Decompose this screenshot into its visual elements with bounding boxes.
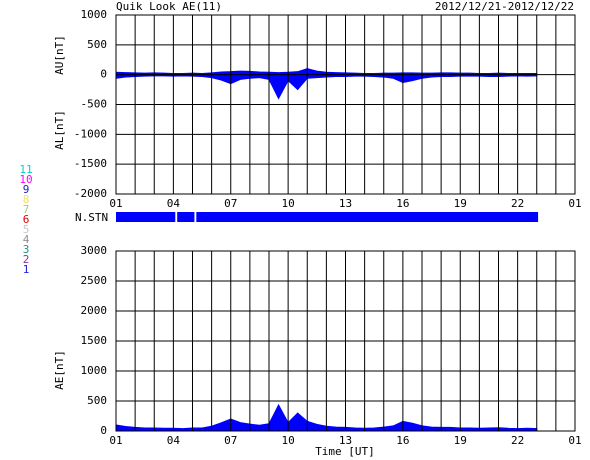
- x-tick-label: 01: [568, 197, 581, 210]
- plot-frame: [115, 250, 576, 432]
- y-tick-label: -2000: [74, 187, 107, 200]
- station-bar: [196, 212, 539, 222]
- x-tick-label: 13: [339, 434, 352, 447]
- chart-title: Quik Look AE(11): [116, 0, 222, 13]
- x-tick-label: 10: [282, 434, 295, 447]
- station-bar: [116, 212, 176, 222]
- y-tick-label: 1000: [81, 8, 108, 21]
- x-tick-label: 01: [109, 434, 122, 447]
- x-tick-label: 10: [282, 197, 295, 210]
- station-legend-label: 10: [19, 173, 32, 186]
- x-tick-label: 22: [511, 434, 524, 447]
- y-tick-label: 2000: [81, 304, 108, 317]
- date-range: 2012/12/21-2012/12/22: [435, 0, 574, 13]
- area-series: [115, 74, 538, 100]
- y-tick-label: 2500: [81, 274, 108, 287]
- station-legend-label: 9: [23, 183, 30, 196]
- y-tick-label: 500: [87, 38, 107, 51]
- x-axis-label: Time [UT]: [315, 445, 375, 458]
- station-legend-label: 11: [19, 163, 32, 176]
- station-legend-label: 8: [23, 193, 30, 206]
- area-series: [115, 403, 538, 432]
- x-tick-label: 07: [224, 197, 237, 210]
- x-tick-label: 19: [454, 434, 467, 447]
- station-bar: [177, 212, 195, 222]
- station-legend-label: 6: [23, 213, 30, 226]
- y-tick-label: 0: [100, 424, 107, 437]
- area-series: [115, 68, 538, 76]
- station-label: N.STN: [75, 211, 108, 224]
- y-tick-label: 3000: [81, 244, 108, 257]
- x-tick-label: 07: [224, 434, 237, 447]
- y-tick-label: 1000: [81, 364, 108, 377]
- station-legend-label: 2: [23, 253, 30, 266]
- plot-frame: [115, 14, 576, 195]
- station-legend-label: 3: [23, 243, 30, 256]
- station-legend-label: 4: [23, 233, 30, 246]
- y-tick-label: 1500: [81, 334, 108, 347]
- y-tick-label: -1500: [74, 157, 107, 170]
- y-tick-label: -500: [81, 98, 108, 111]
- station-legend-label: 1: [23, 263, 30, 276]
- y-axis-label: AU[nT]: [53, 35, 66, 75]
- x-tick-label: 01: [109, 197, 122, 210]
- x-tick-label: 16: [396, 197, 409, 210]
- x-tick-label: 04: [167, 197, 181, 210]
- x-tick-label: 16: [396, 434, 409, 447]
- x-tick-label: 01: [568, 434, 581, 447]
- y-tick-label: 0: [100, 68, 107, 81]
- y-tick-label: -1000: [74, 127, 107, 140]
- x-tick-label: 13: [339, 197, 352, 210]
- x-tick-label: 19: [454, 197, 467, 210]
- station-legend-label: 7: [23, 203, 30, 216]
- x-tick-label: 22: [511, 197, 524, 210]
- station-legend-label: 5: [23, 223, 30, 236]
- x-tick-label: 04: [167, 434, 181, 447]
- y-tick-label: 500: [87, 394, 107, 407]
- y-axis-label: AL[nT]: [53, 110, 66, 150]
- y-axis-label: AE[nT]: [53, 350, 66, 390]
